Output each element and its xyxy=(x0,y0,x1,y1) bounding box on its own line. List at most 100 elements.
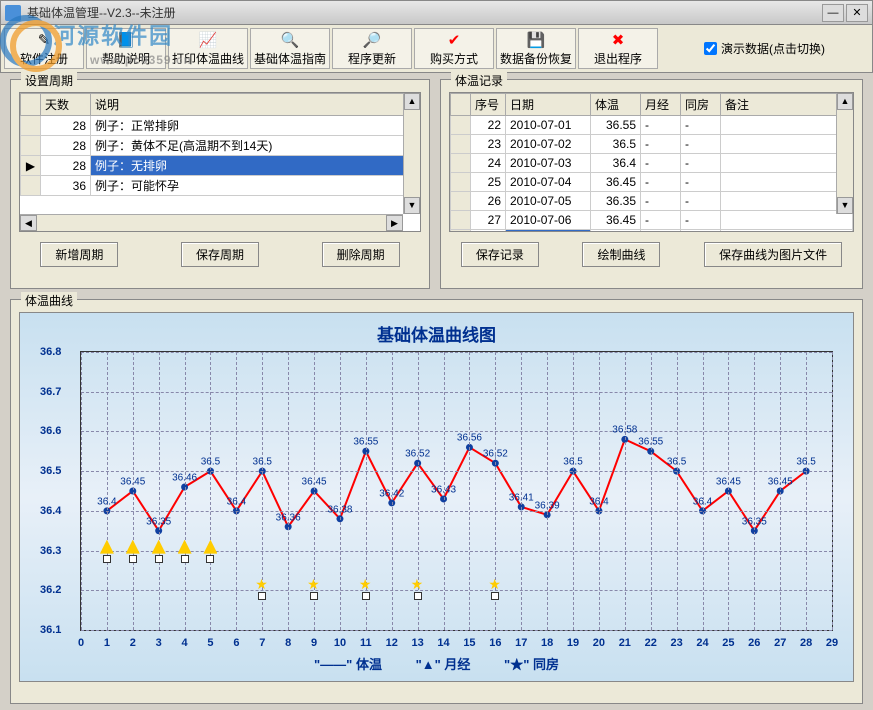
cell-note[interactable] xyxy=(721,192,853,211)
cell-date[interactable]: 2010-07-07 xyxy=(506,230,591,233)
cell-menses[interactable]: - xyxy=(641,211,681,230)
cycle-table[interactable]: 天数 说明 28 例子：正常排卵 28 例子：黄体不足(高温期不到14天)▶ 2… xyxy=(20,93,420,196)
cell-room[interactable]: - xyxy=(681,135,721,154)
cell-temp[interactable]: 36.4 xyxy=(591,154,641,173)
cell-temp[interactable]: 36.45 xyxy=(591,173,641,192)
close-button[interactable]: ✕ xyxy=(846,4,868,22)
cell-date[interactable]: 2010-07-04 xyxy=(506,173,591,192)
cell-room[interactable]: - xyxy=(681,154,721,173)
cell-date[interactable]: 2010-07-06 xyxy=(506,211,591,230)
record-col-room[interactable]: 同房 xyxy=(681,94,721,116)
table-row[interactable]: ▶ 28 2010-07-07 36.5 - - xyxy=(451,230,853,233)
cell-menses[interactable]: - xyxy=(641,230,681,233)
table-row[interactable]: 27 2010-07-06 36.45 - - xyxy=(451,211,853,230)
buy-button[interactable]: ✔购买方式 xyxy=(414,28,494,69)
cell-note[interactable] xyxy=(721,116,853,135)
cell-temp[interactable]: 36.45 xyxy=(591,211,641,230)
cell-note[interactable] xyxy=(721,173,853,192)
cell-note[interactable] xyxy=(721,211,853,230)
cycle-scroll-v[interactable]: ▲▼ xyxy=(403,93,420,214)
table-row[interactable]: 28 例子：正常排卵 xyxy=(21,116,420,136)
x-axis-label: 24 xyxy=(696,637,708,649)
table-row[interactable]: ▶ 28 例子：无排卵 xyxy=(21,156,420,176)
table-row[interactable]: 24 2010-07-03 36.4 - - xyxy=(451,154,853,173)
cell-days[interactable]: 36 xyxy=(41,176,91,196)
cell-seq[interactable]: 23 xyxy=(471,135,506,154)
cell-seq[interactable]: 28 xyxy=(471,230,506,233)
save-record-button[interactable]: 保存记录 xyxy=(461,242,539,267)
table-row[interactable]: 28 例子：黄体不足(高温期不到14天) xyxy=(21,136,420,156)
cell-seq[interactable]: 26 xyxy=(471,192,506,211)
del-cycle-button[interactable]: 删除周期 xyxy=(322,242,400,267)
cell-days[interactable]: 28 xyxy=(41,136,91,156)
exit-button[interactable]: ✖退出程序 xyxy=(578,28,658,69)
cell-room[interactable]: - xyxy=(681,173,721,192)
minimize-button[interactable]: — xyxy=(822,4,844,22)
cell-room[interactable]: - xyxy=(681,230,721,233)
cell-room[interactable]: - xyxy=(681,211,721,230)
temperature-curve xyxy=(81,352,832,630)
draw-curve-button[interactable]: 绘制曲线 xyxy=(582,242,660,267)
cycle-col-desc[interactable]: 说明 xyxy=(91,94,420,116)
cell-room[interactable]: - xyxy=(681,116,721,135)
cell-menses[interactable]: - xyxy=(641,135,681,154)
cell-temp[interactable]: 36.55 xyxy=(591,116,641,135)
scroll-right-icon[interactable]: ▶ xyxy=(386,215,403,231)
table-row[interactable]: 22 2010-07-01 36.55 - - xyxy=(451,116,853,135)
cell-temp[interactable]: 36.5 xyxy=(591,135,641,154)
record-col-menses[interactable]: 月经 xyxy=(641,94,681,116)
cycle-scroll-h[interactable]: ◀▶ xyxy=(20,214,403,231)
scroll-down-icon[interactable]: ▼ xyxy=(837,197,853,214)
save-cycle-button[interactable]: 保存周期 xyxy=(181,242,259,267)
record-col-temp[interactable]: 体温 xyxy=(591,94,641,116)
cell-desc[interactable]: 例子：黄体不足(高温期不到14天) xyxy=(91,136,420,156)
backup-button[interactable]: 💾数据备份恢复 xyxy=(496,28,576,69)
cell-temp[interactable]: 36.35 xyxy=(591,192,641,211)
cell-days[interactable]: 28 xyxy=(41,116,91,136)
scroll-left-icon[interactable]: ◀ xyxy=(20,215,37,231)
update-button[interactable]: 🔎程序更新 xyxy=(332,28,412,69)
cell-menses[interactable]: - xyxy=(641,116,681,135)
cell-menses[interactable]: - xyxy=(641,192,681,211)
demo-toggle[interactable]: 演示数据(点击切换) xyxy=(659,27,870,70)
point-label: 36.5 xyxy=(201,457,220,468)
table-row[interactable]: 36 例子：可能怀孕 xyxy=(21,176,420,196)
record-col-date[interactable]: 日期 xyxy=(506,94,591,116)
add-cycle-button[interactable]: 新增周期 xyxy=(40,242,118,267)
cell-note[interactable] xyxy=(721,230,853,233)
guide-button[interactable]: 🔍基础体温指南 xyxy=(250,28,330,69)
cell-seq[interactable]: 27 xyxy=(471,211,506,230)
table-row[interactable]: 25 2010-07-04 36.45 - - xyxy=(451,173,853,192)
cycle-col-days[interactable]: 天数 xyxy=(41,94,91,116)
table-row[interactable]: 26 2010-07-05 36.35 - - xyxy=(451,192,853,211)
cell-temp[interactable]: 36.5 xyxy=(591,230,641,233)
cell-note[interactable] xyxy=(721,135,853,154)
cell-date[interactable]: 2010-07-05 xyxy=(506,192,591,211)
table-row[interactable]: 23 2010-07-02 36.5 - - xyxy=(451,135,853,154)
cell-menses[interactable]: - xyxy=(641,154,681,173)
scroll-up-icon[interactable]: ▲ xyxy=(404,93,420,110)
record-col-seq[interactable]: 序号 xyxy=(471,94,506,116)
export-image-button[interactable]: 保存曲线为图片文件 xyxy=(704,242,842,267)
cell-note[interactable] xyxy=(721,154,853,173)
cell-desc[interactable]: 例子：无排卵 xyxy=(91,156,420,176)
cell-date[interactable]: 2010-07-02 xyxy=(506,135,591,154)
record-scroll-v[interactable]: ▲▼ xyxy=(836,93,853,214)
scroll-down-icon[interactable]: ▼ xyxy=(404,197,420,214)
cell-date[interactable]: 2010-07-03 xyxy=(506,154,591,173)
record-table[interactable]: 序号 日期 体温 月经 同房 备注 22 2010-07-01 36.55 - … xyxy=(450,93,853,232)
cell-seq[interactable]: 24 xyxy=(471,154,506,173)
cell-seq[interactable]: 22 xyxy=(471,116,506,135)
demo-checkbox[interactable] xyxy=(704,42,717,55)
cell-room[interactable]: - xyxy=(681,192,721,211)
cell-seq[interactable]: 25 xyxy=(471,173,506,192)
point-label: 36.41 xyxy=(509,493,534,504)
cell-desc[interactable]: 例子：正常排卵 xyxy=(91,116,420,136)
cell-days[interactable]: 28 xyxy=(41,156,91,176)
grid-line xyxy=(340,352,341,630)
cell-desc[interactable]: 例子：可能怀孕 xyxy=(91,176,420,196)
cell-date[interactable]: 2010-07-01 xyxy=(506,116,591,135)
scroll-up-icon[interactable]: ▲ xyxy=(837,93,853,110)
record-col-note[interactable]: 备注 xyxy=(721,94,853,116)
cell-menses[interactable]: - xyxy=(641,173,681,192)
